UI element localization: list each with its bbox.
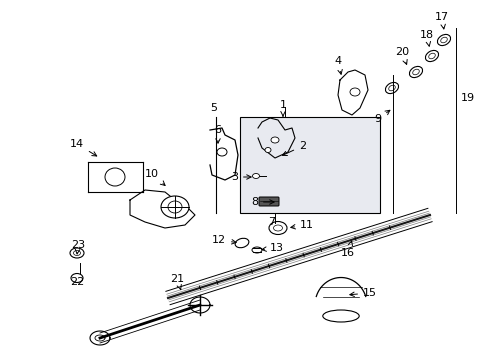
Ellipse shape xyxy=(73,251,81,256)
Text: 5: 5 xyxy=(210,103,217,113)
Ellipse shape xyxy=(408,67,422,77)
Ellipse shape xyxy=(437,35,449,46)
Ellipse shape xyxy=(273,225,282,231)
Text: 21: 21 xyxy=(170,274,183,290)
FancyBboxPatch shape xyxy=(259,197,279,206)
Text: 4: 4 xyxy=(334,56,342,74)
Ellipse shape xyxy=(385,82,398,94)
Text: 16: 16 xyxy=(340,241,354,258)
Ellipse shape xyxy=(268,221,286,234)
Text: 17: 17 xyxy=(434,12,448,29)
Ellipse shape xyxy=(70,248,84,258)
Text: 14: 14 xyxy=(70,139,97,156)
Ellipse shape xyxy=(425,50,438,62)
Ellipse shape xyxy=(217,148,226,156)
Text: 1: 1 xyxy=(279,100,286,116)
Ellipse shape xyxy=(388,85,394,91)
Text: 3: 3 xyxy=(230,172,251,182)
Ellipse shape xyxy=(440,37,447,43)
Ellipse shape xyxy=(412,69,418,75)
Ellipse shape xyxy=(161,196,189,218)
Ellipse shape xyxy=(428,53,434,59)
Text: 19: 19 xyxy=(460,93,474,103)
Text: 8: 8 xyxy=(250,197,274,207)
Text: 20: 20 xyxy=(394,47,408,64)
Ellipse shape xyxy=(168,201,182,213)
Text: 11: 11 xyxy=(290,220,313,230)
Ellipse shape xyxy=(270,137,279,143)
Text: 9: 9 xyxy=(374,110,389,124)
Bar xyxy=(240,117,379,213)
Ellipse shape xyxy=(264,148,270,153)
Text: 23: 23 xyxy=(71,240,85,254)
Ellipse shape xyxy=(71,274,83,283)
Text: 12: 12 xyxy=(211,235,236,245)
Text: 18: 18 xyxy=(419,30,433,46)
Text: 15: 15 xyxy=(349,288,376,298)
Ellipse shape xyxy=(322,310,359,322)
Ellipse shape xyxy=(105,168,125,186)
Text: 7: 7 xyxy=(268,217,275,227)
Text: 2: 2 xyxy=(282,141,305,156)
Ellipse shape xyxy=(251,247,262,253)
Text: 13: 13 xyxy=(261,243,284,253)
Ellipse shape xyxy=(235,238,248,248)
Ellipse shape xyxy=(252,174,259,179)
Ellipse shape xyxy=(349,88,359,96)
Text: 6: 6 xyxy=(214,125,221,143)
Text: 10: 10 xyxy=(145,169,165,185)
Text: 22: 22 xyxy=(70,277,84,287)
